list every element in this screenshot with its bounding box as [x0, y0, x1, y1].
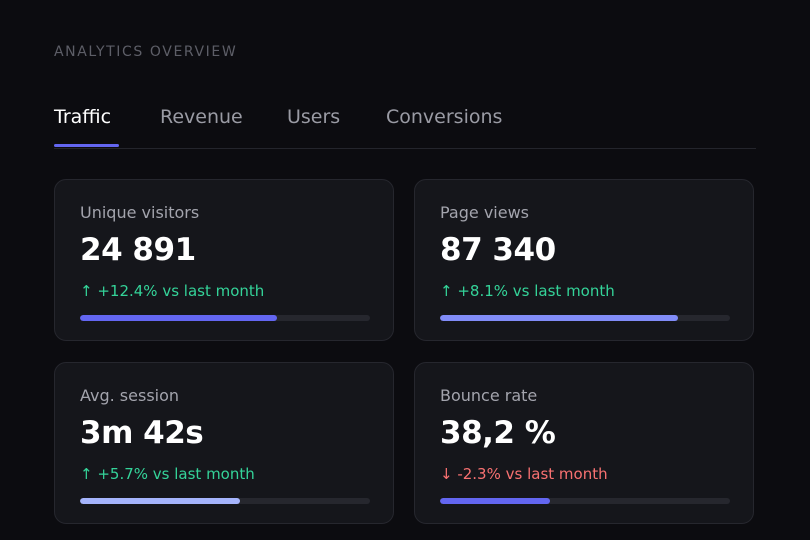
metric-card-avg-session: Avg. session 3m 42s ↑ +5.7% vs last mont… — [54, 362, 394, 524]
progress-fill — [440, 315, 678, 321]
metric-value: 3m 42s — [80, 415, 204, 451]
progress-fill — [440, 498, 551, 504]
metric-card-bounce-rate: Bounce rate 38,2 % ↓ -2.3% vs last month — [414, 362, 754, 524]
metric-value: 87 340 — [440, 232, 556, 268]
metric-delta: ↑ +12.4% vs last month — [80, 282, 265, 300]
tab-conversions[interactable]: Conversions — [386, 106, 503, 128]
active-tab-indicator — [54, 144, 119, 147]
progress-fill — [80, 315, 278, 321]
metric-delta: ↓ -2.3% vs last month — [440, 465, 608, 483]
progress-track — [80, 315, 370, 321]
metric-label: Page views — [440, 203, 529, 222]
progress-track — [440, 315, 730, 321]
metric-delta: ↑ +5.7% vs last month — [80, 465, 255, 483]
metric-label: Avg. session — [80, 386, 180, 405]
tab-traffic[interactable]: Traffic — [54, 106, 112, 128]
section-title: ANALYTICS OVERVIEW — [54, 44, 238, 60]
tab-revenue[interactable]: Revenue — [160, 106, 243, 128]
metric-label: Bounce rate — [440, 386, 538, 405]
progress-track — [440, 498, 730, 504]
metric-delta: ↑ +8.1% vs last month — [440, 282, 615, 300]
progress-fill — [80, 498, 240, 504]
tab-users[interactable]: Users — [287, 106, 341, 128]
metric-label: Unique visitors — [80, 203, 200, 222]
metric-card-page-views: Page views 87 340 ↑ +8.1% vs last month — [414, 179, 754, 341]
metric-card-unique-visitors: Unique visitors 24 891 ↑ +12.4% vs last … — [54, 179, 394, 341]
tab-bar: Traffic Revenue Users Conversions — [54, 98, 756, 149]
progress-track — [80, 498, 370, 504]
metric-value: 24 891 — [80, 232, 196, 268]
metric-value: 38,2 % — [440, 415, 556, 451]
